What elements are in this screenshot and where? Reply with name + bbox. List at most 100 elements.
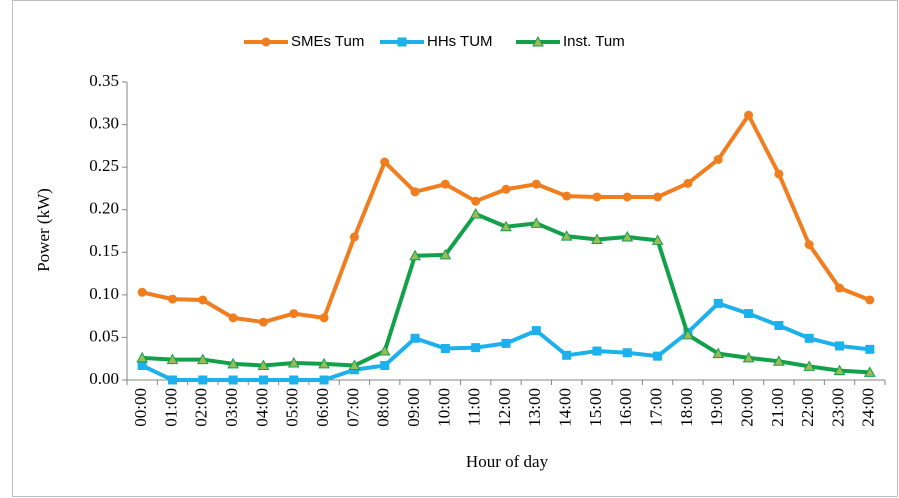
chart-border <box>12 0 898 497</box>
data-point <box>318 357 330 369</box>
data-point <box>651 234 664 245</box>
series-line <box>142 211 870 375</box>
data-point <box>500 220 512 232</box>
legend-marker <box>261 37 271 47</box>
data-point <box>562 191 572 201</box>
data-point <box>198 375 208 385</box>
data-point <box>774 321 784 331</box>
data-point <box>319 375 329 385</box>
data-point <box>469 207 482 219</box>
data-point <box>167 294 177 304</box>
data-point <box>653 192 663 202</box>
data-point <box>380 361 390 371</box>
legend-label: HHs TUM <box>427 33 493 50</box>
data-point <box>439 248 452 260</box>
y-tick-label: 0.10 <box>89 284 119 303</box>
x-tick-label: 22:00 <box>798 388 817 427</box>
data-point <box>531 179 541 189</box>
data-point <box>835 341 845 351</box>
data-point <box>742 351 755 363</box>
x-tick-label: 20:00 <box>737 388 756 427</box>
x-tick-label: 24:00 <box>859 388 878 427</box>
x-tick-label: 06:00 <box>313 388 332 427</box>
x-tick-label: 23:00 <box>828 388 847 427</box>
data-point <box>530 217 543 228</box>
data-point <box>682 328 694 340</box>
data-point <box>712 347 725 359</box>
data-point <box>166 353 179 365</box>
x-tick-label: 03:00 <box>222 388 241 427</box>
data-point <box>865 295 875 305</box>
data-point <box>289 375 299 385</box>
data-point <box>804 240 814 250</box>
legend-label: SMEs Tum <box>291 33 364 50</box>
x-tick-label: 02:00 <box>192 388 211 427</box>
data-point <box>562 350 572 360</box>
x-tick-label: 21:00 <box>768 388 787 427</box>
data-point <box>198 295 208 305</box>
x-tick-label: 08:00 <box>374 388 393 427</box>
y-tick-label: 0.30 <box>89 113 119 132</box>
y-tick-label: 0.15 <box>89 241 119 260</box>
data-point <box>228 313 238 323</box>
x-tick-label: 00:00 <box>131 388 150 427</box>
data-point <box>440 343 450 353</box>
data-point <box>378 345 391 356</box>
data-point <box>803 360 816 371</box>
x-tick-label: 17:00 <box>647 388 666 427</box>
data-point <box>167 375 177 385</box>
y-tick-label: 0.05 <box>89 326 119 345</box>
data-point <box>531 326 541 336</box>
data-point <box>804 333 814 343</box>
data-point <box>258 375 268 385</box>
data-point <box>348 359 361 371</box>
data-point <box>319 313 329 323</box>
data-point <box>833 364 846 376</box>
x-tick-label: 12:00 <box>495 388 514 427</box>
data-point <box>744 309 754 319</box>
data-point <box>380 157 390 167</box>
x-tick-label: 09:00 <box>404 388 423 427</box>
x-tick-label: 14:00 <box>556 388 575 427</box>
x-tick-label: 05:00 <box>283 388 302 427</box>
x-tick-label: 11:00 <box>465 388 484 426</box>
data-point <box>227 357 239 369</box>
legend-marker <box>532 35 544 47</box>
data-point <box>744 110 754 120</box>
data-point <box>501 184 511 194</box>
y-tick-label: 0.25 <box>89 156 119 175</box>
data-point <box>136 351 149 363</box>
data-point <box>863 366 876 377</box>
x-tick-label: 13:00 <box>525 388 544 427</box>
data-point <box>591 233 603 245</box>
data-point <box>410 333 420 343</box>
data-point <box>137 287 147 297</box>
data-point <box>257 359 270 371</box>
data-point <box>835 283 845 293</box>
y-tick-label: 0.35 <box>89 71 119 90</box>
y-tick-label: 0.00 <box>89 369 119 388</box>
data-point <box>774 169 784 179</box>
data-point <box>137 361 147 371</box>
y-axis-title: Power (kW) <box>34 188 53 272</box>
data-point <box>440 179 450 189</box>
data-point <box>592 192 602 202</box>
data-point <box>196 353 209 365</box>
x-tick-label: 16:00 <box>616 388 635 427</box>
x-tick-label: 04:00 <box>252 388 271 427</box>
data-point <box>683 178 693 188</box>
data-point <box>773 355 785 366</box>
x-tick-label: 07:00 <box>343 388 362 427</box>
x-tick-label: 18:00 <box>677 388 696 427</box>
data-point <box>501 338 511 348</box>
data-point <box>289 309 299 319</box>
data-point <box>713 154 723 164</box>
data-point <box>865 344 875 354</box>
x-tick-label: 15:00 <box>586 388 605 427</box>
data-point <box>653 351 663 361</box>
data-point <box>560 230 573 241</box>
data-point <box>471 343 481 353</box>
data-point <box>592 346 602 356</box>
data-point <box>713 298 723 308</box>
